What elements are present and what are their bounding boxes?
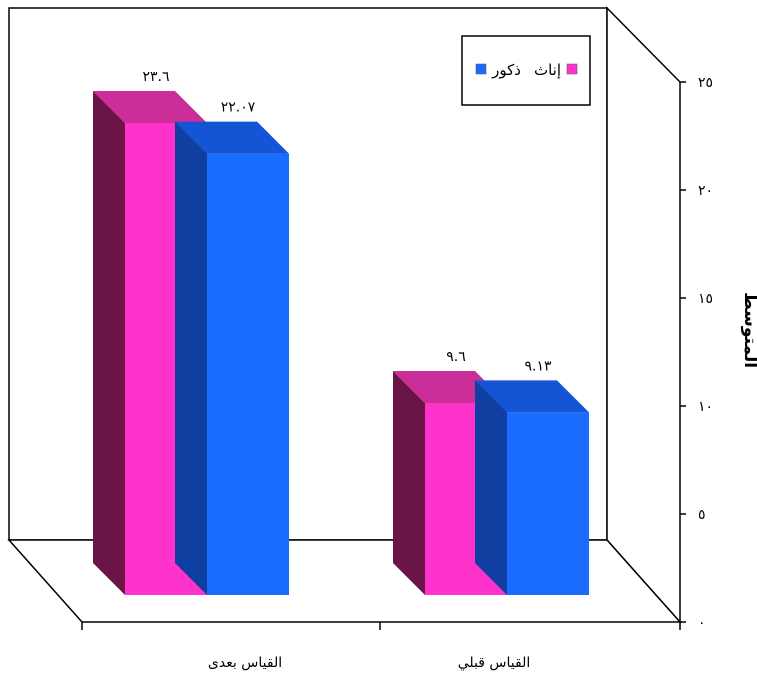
bar-side	[175, 121, 207, 595]
bars	[93, 91, 589, 595]
y-tick-label: ١٥	[698, 291, 713, 307]
legend-item: إناث	[534, 61, 578, 79]
bar-front	[507, 412, 589, 595]
legend-swatch	[475, 63, 487, 75]
value-label: ٢٣.٦	[142, 69, 169, 85]
x-category-label: القياس بعدى	[208, 655, 282, 671]
bar-front	[207, 153, 289, 595]
bar	[393, 371, 507, 595]
y-tick-label: ٥	[698, 507, 706, 523]
bar-top	[475, 380, 589, 413]
bar-side	[93, 91, 125, 595]
y-axis-title: المتوسط	[740, 292, 757, 368]
bar-top	[175, 121, 289, 154]
bar-side	[393, 371, 425, 595]
y-tick-label: ١٠	[698, 399, 713, 415]
legend-label: ذكور	[491, 61, 521, 79]
value-labels: ٢٣.٦ ٢٢.٠٧ ٩.٦ ٩.١٣	[142, 69, 551, 374]
y-tick-label: ٢٠	[698, 183, 713, 199]
side-wall	[606, 6, 681, 624]
y-tick-label: ٢٥	[698, 75, 713, 91]
legend-label: إناث	[534, 61, 561, 79]
x-category-label: القياس قبلي	[458, 655, 531, 671]
value-label: ٩.١٣	[524, 358, 551, 374]
value-label: ٢٢.٠٧	[221, 100, 256, 116]
legend-item: ذكور	[475, 61, 521, 79]
bar	[475, 380, 589, 595]
bar-side	[475, 380, 507, 595]
value-label: ٩.٦	[446, 349, 466, 365]
legend: إناث ذكور	[461, 35, 591, 106]
y-tick-label: ٠	[698, 615, 706, 631]
y-axis: ٠ ٥ ١٠ ١٥ ٢٠ ٢٥	[680, 75, 713, 631]
x-axis: القياس بعدى القياس قبلي	[81, 622, 681, 671]
bar-top	[93, 91, 207, 123]
legend-swatch	[566, 63, 578, 75]
bar	[175, 121, 289, 595]
